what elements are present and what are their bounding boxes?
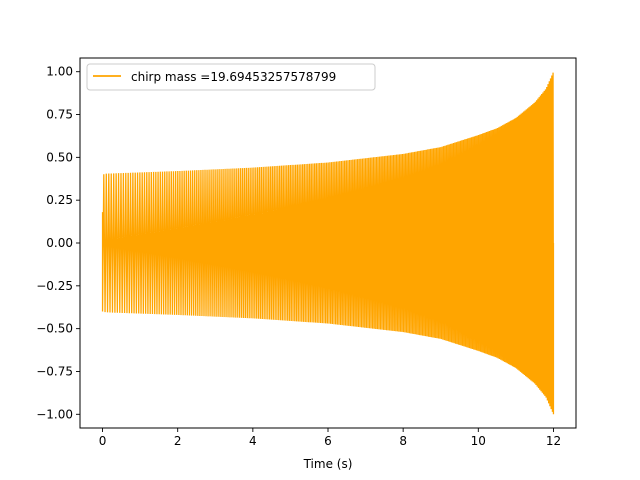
x-tick-label: 10 xyxy=(471,434,486,448)
y-tick-label: −1.00 xyxy=(36,407,73,421)
x-tick-label: 0 xyxy=(99,434,107,448)
y-tick-label: 0.50 xyxy=(46,150,73,164)
x-axis-title: Time (s) xyxy=(303,457,353,471)
legend-box xyxy=(86,63,376,91)
y-tick-label: −0.50 xyxy=(36,322,73,336)
x-axis: 0 2 4 6 8 10 12 xyxy=(99,428,561,448)
x-tick-label: 8 xyxy=(399,434,407,448)
x-tick-label: 4 xyxy=(249,434,257,448)
x-tick-label: 2 xyxy=(174,434,182,448)
y-tick-label: 0.00 xyxy=(46,236,73,250)
legend: chirp mass =19.69453257578799 xyxy=(86,63,376,91)
plot-area xyxy=(101,72,555,415)
y-tick-label: 0.25 xyxy=(46,193,73,207)
x-tick-label: 12 xyxy=(546,434,561,448)
series-line-chirp xyxy=(101,72,555,415)
y-tick-label: 0.75 xyxy=(46,108,73,122)
x-tick-label: 6 xyxy=(324,434,332,448)
y-axis: −1.00 −0.75 −0.50 −0.25 0.00 0.25 0.50 0.75 1.00 xyxy=(36,65,80,421)
y-tick-label: −0.25 xyxy=(36,279,73,293)
legend-label: chirp mass =19.69453257578799 xyxy=(131,70,336,84)
y-tick-label: 1.00 xyxy=(46,65,73,79)
y-tick-label: −0.75 xyxy=(36,364,73,378)
